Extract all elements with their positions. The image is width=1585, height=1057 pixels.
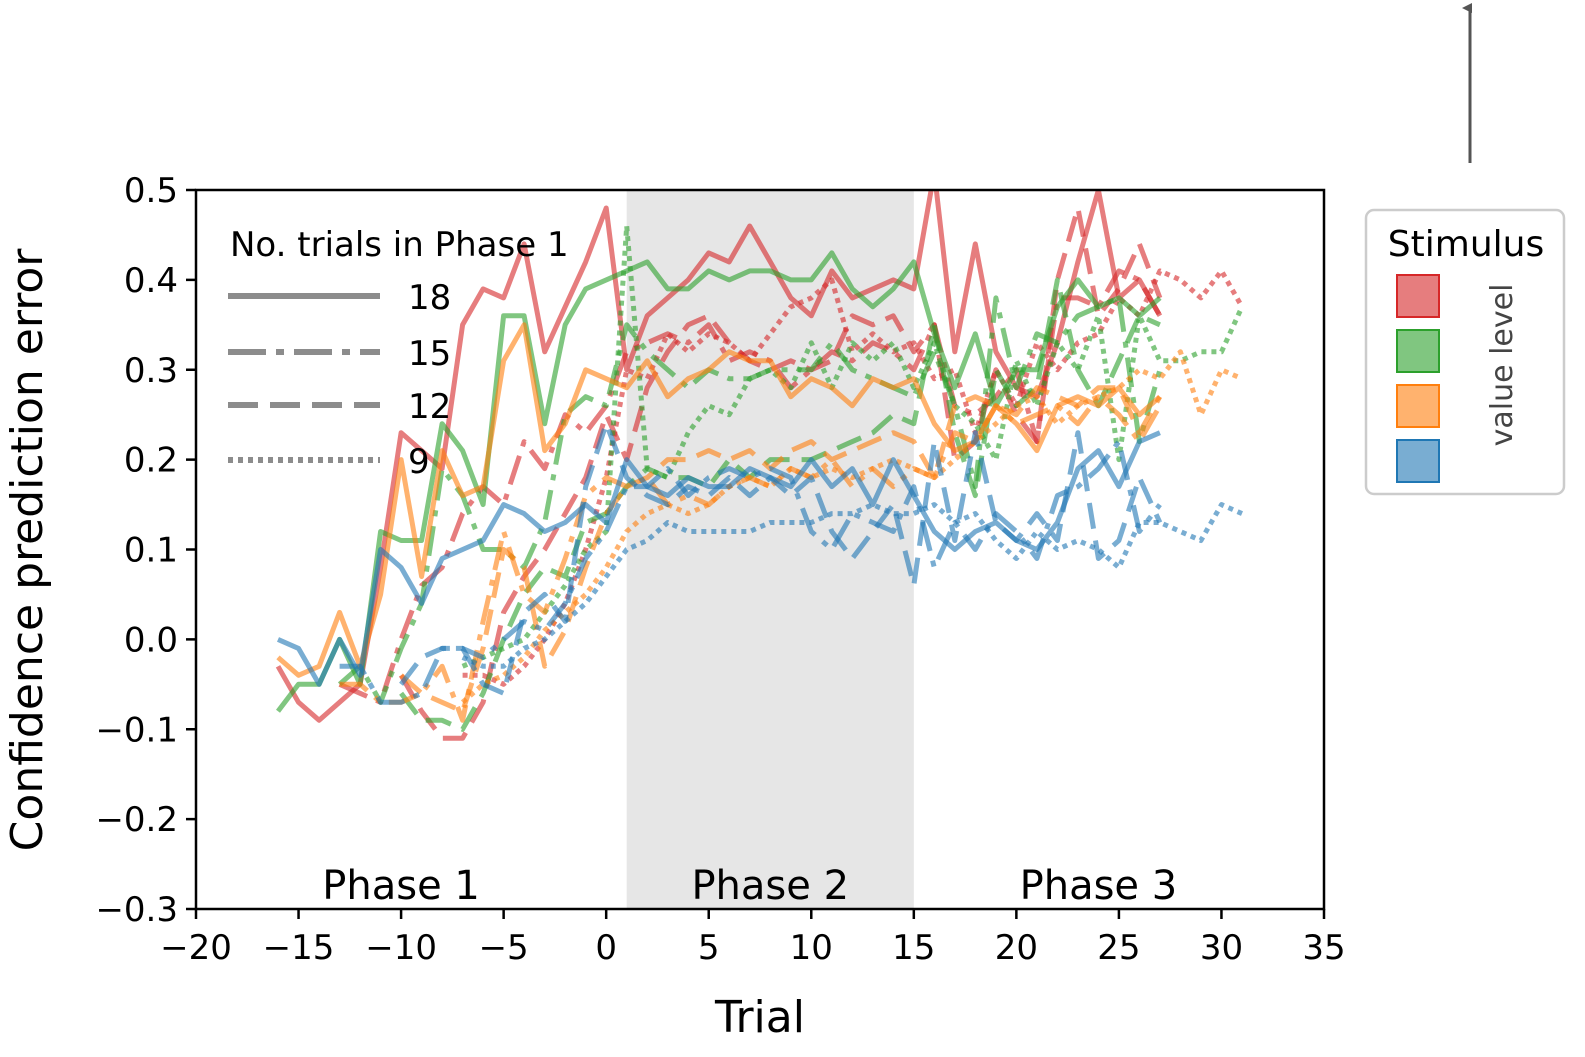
legend-label-18: 18	[408, 278, 451, 318]
legend-label-9: 9	[408, 442, 430, 482]
legend-label-12: 12	[408, 387, 451, 427]
x-tick-label: −20	[160, 928, 232, 968]
y-tick-label: 0.5	[124, 171, 178, 211]
y-tick-label: 0.1	[124, 531, 178, 571]
x-tick-label: −5	[479, 928, 529, 968]
x-tick-label: 0	[595, 928, 617, 968]
x-tick-label: 20	[995, 928, 1038, 968]
legend-swatch-green	[1396, 329, 1440, 373]
value-level-label: value level	[1485, 284, 1520, 447]
series-orange-dotted	[460, 349, 1243, 705]
legend-swatch-red	[1396, 274, 1440, 318]
stimulus-legend-title: Stimulus	[1388, 224, 1544, 265]
x-tick-label: −15	[263, 928, 335, 968]
legend-swatch-orange	[1396, 384, 1440, 428]
y-tick-label: 0.4	[124, 261, 178, 301]
y-tick-label: −0.1	[95, 710, 178, 750]
x-tick-label: 15	[892, 928, 935, 968]
linestyle-legend: No. trials in Phase 1 18 15 12 9	[228, 225, 569, 482]
series-blue-dashdot	[339, 439, 1162, 705]
y-axis-title: Confidence prediction error	[2, 248, 53, 852]
x-tick-label: 10	[790, 928, 833, 968]
y-tick-label: 0.2	[124, 441, 178, 481]
phase-1-label: Phase 1	[322, 863, 480, 909]
x-tick-label: 35	[1302, 928, 1345, 968]
series-orange-dashed	[399, 385, 1163, 714]
x-axis-ticks: −20 −15 −10 −5 0 5 10 15 20 25 30 35	[160, 909, 1346, 968]
legend-label-15: 15	[408, 334, 451, 374]
linestyle-legend-title: No. trials in Phase 1	[230, 225, 569, 265]
series-red-dashdot	[338, 268, 1163, 705]
series-orange-solid	[276, 322, 1162, 678]
series-lines	[275, 190, 1245, 741]
x-tick-label: −10	[365, 928, 437, 968]
series-red-solid	[275, 190, 1163, 723]
legend-swatch-blue	[1396, 439, 1440, 483]
y-axis-ticks: 0.5 0.4 0.3 0.2 0.1 0.0 −0.1 −0.2 −0.3	[95, 171, 196, 930]
x-tick-label: 5	[698, 928, 720, 968]
stimulus-legend: Stimulus value level	[1364, 208, 1566, 496]
phase-2-label: Phase 2	[691, 863, 849, 909]
series-red-dotted	[462, 268, 1245, 687]
y-tick-label: 0.0	[124, 620, 178, 660]
phase-2-shading	[626, 190, 914, 909]
phase-3-label: Phase 3	[1020, 863, 1178, 909]
x-tick-label: 25	[1097, 928, 1140, 968]
x-axis-title: Trial	[714, 992, 805, 1043]
x-tick-label: 30	[1200, 928, 1243, 968]
y-tick-label: −0.2	[95, 800, 178, 840]
series-blue-dashed	[399, 421, 1163, 696]
series-blue-dotted	[461, 502, 1244, 669]
y-tick-label: −0.3	[95, 890, 178, 930]
y-tick-label: 0.3	[124, 351, 178, 391]
